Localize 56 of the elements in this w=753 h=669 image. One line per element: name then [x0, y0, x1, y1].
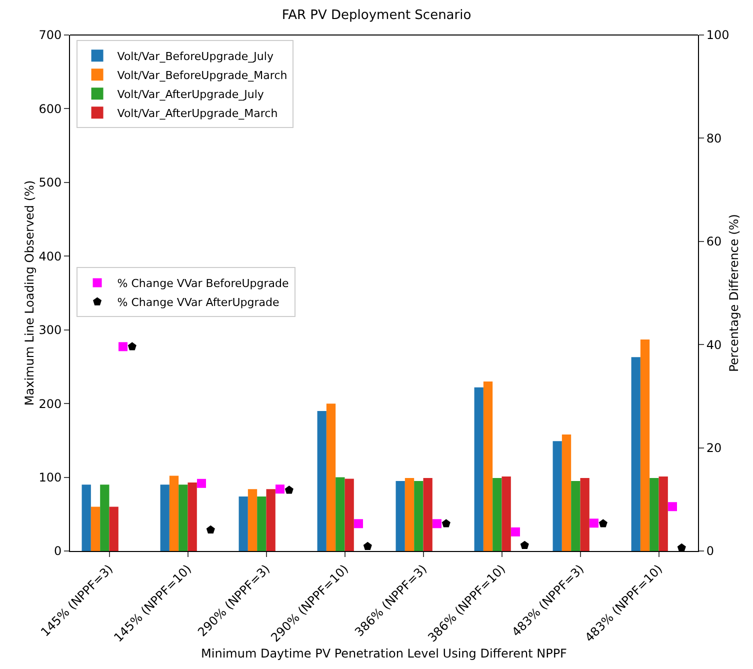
y-tick-label: 100	[38, 470, 62, 484]
bar	[483, 381, 493, 551]
y2-tick-label: 60	[706, 234, 722, 249]
bar	[90, 506, 100, 551]
y2-tick-label: 100	[706, 28, 730, 42]
legend-label: % Change VVar BeforeUpgrade	[117, 276, 290, 290]
bar	[109, 506, 118, 551]
legend-label: Volt/Var_BeforeUpgrade_July	[117, 50, 274, 63]
y-tick-label: 0	[54, 544, 62, 558]
bar	[658, 476, 668, 551]
y-tick-label: 500	[38, 176, 62, 190]
bar	[640, 339, 650, 551]
bar	[188, 482, 197, 551]
y-tick-label: 200	[38, 396, 62, 411]
legend-label: % Change VVar AfterUpgrade	[117, 296, 280, 309]
y2-tick-label: 20	[706, 441, 722, 455]
bar	[82, 484, 91, 551]
x-axis-title: Minimum Daytime PV Penetration Level Using Different NPPF	[201, 646, 568, 661]
y2-tick-label: 0	[706, 544, 714, 558]
bar	[344, 478, 354, 551]
bar	[178, 484, 188, 551]
bar	[160, 484, 170, 551]
bar	[396, 480, 405, 551]
bar	[580, 478, 590, 551]
y2-tick-label: 40	[706, 338, 722, 352]
y-axis-title: Maximum Line Loading Observed (%)	[22, 180, 37, 406]
chart-title: FAR PV Deployment Scenario	[282, 8, 472, 24]
bar	[326, 404, 336, 551]
y2-axis-title: Percentage Difference (%)	[727, 214, 741, 372]
bar	[257, 496, 266, 551]
bar	[266, 489, 276, 551]
legend-label: Volt/Var_AfterUpgrade_March	[117, 106, 278, 120]
bar	[474, 387, 484, 551]
bar	[100, 484, 110, 551]
y-tick-label: 400	[38, 249, 62, 264]
bar	[552, 441, 562, 551]
bar	[650, 478, 659, 551]
bar	[502, 476, 511, 551]
bar	[631, 357, 640, 551]
bar	[562, 434, 572, 551]
bar	[414, 480, 424, 551]
bar	[571, 480, 580, 551]
bar	[423, 478, 432, 551]
bar	[492, 478, 502, 551]
bar	[317, 410, 326, 551]
bar	[169, 476, 179, 551]
y-tick-label: 600	[38, 102, 62, 116]
bar	[238, 496, 248, 551]
legend-label: Volt/Var_AfterUpgrade_July	[117, 88, 264, 101]
legend-label: Volt/Var_BeforeUpgrade_March	[117, 68, 288, 82]
bar	[404, 478, 414, 551]
y2-tick-label: 80	[706, 131, 722, 146]
y-tick-label: 700	[38, 28, 62, 42]
y-tick-label: 300	[38, 323, 62, 338]
bar	[336, 477, 345, 551]
bar	[248, 489, 258, 551]
